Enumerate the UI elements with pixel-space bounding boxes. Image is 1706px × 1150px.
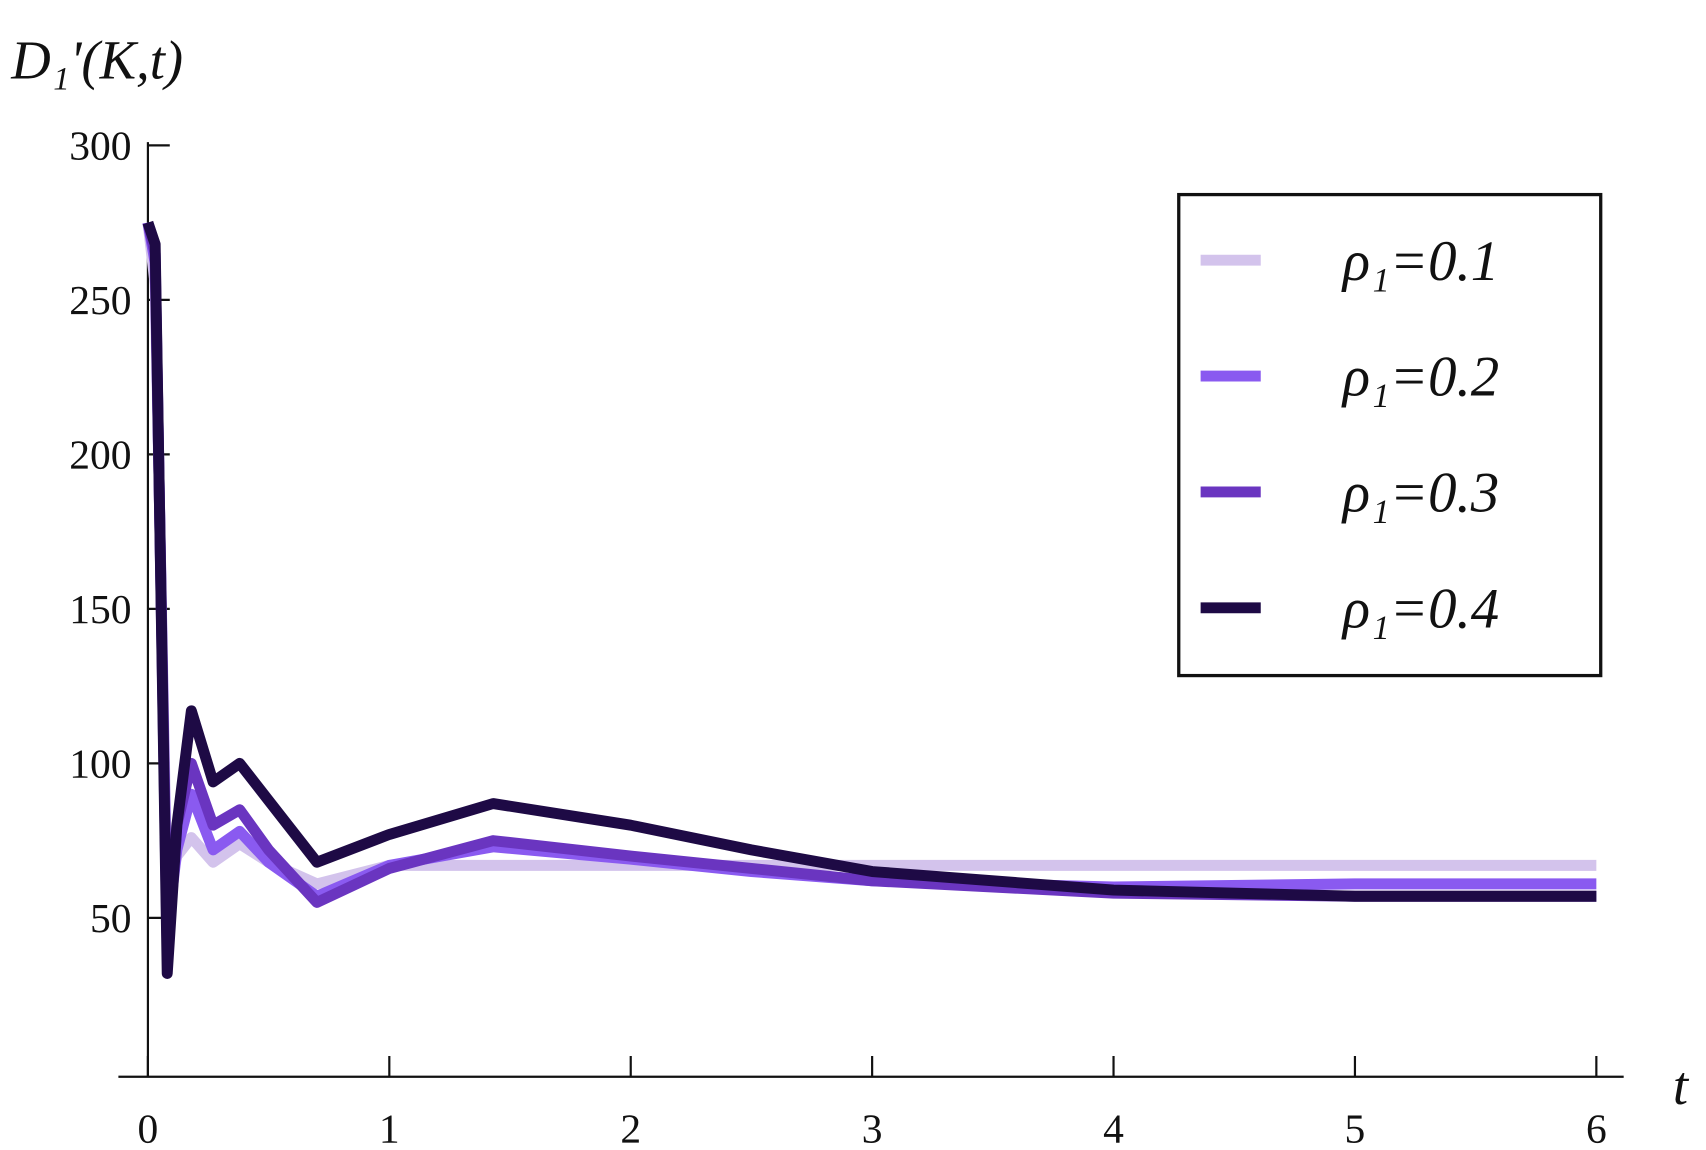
x-tick-label: 3	[862, 1105, 883, 1150]
y-tick-label: 50	[90, 895, 132, 941]
y-tick-label: 100	[69, 741, 131, 787]
y-tick-label: 200	[69, 432, 131, 478]
x-tick-label: 6	[1586, 1105, 1607, 1150]
x-tick-label: 2	[620, 1105, 641, 1150]
y-tick-label: 150	[69, 586, 131, 632]
series-line	[142, 220, 1597, 979]
legend-label: ρ₁=0.1	[1341, 230, 1499, 293]
x-tick-label: 1	[379, 1105, 400, 1150]
y-tick-label: 250	[69, 277, 131, 323]
legend-label: ρ₁=0.4	[1341, 577, 1499, 640]
legend-label: ρ₁=0.3	[1341, 462, 1499, 525]
y-axis-label: D₁'(K,t)	[10, 30, 183, 91]
x-tick-label: 0	[138, 1105, 159, 1150]
x-axis-label: t	[1673, 1055, 1690, 1116]
x-tick-label: 4	[1103, 1105, 1124, 1150]
legend-box	[1177, 192, 1603, 678]
x-tick-label: 5	[1345, 1105, 1366, 1150]
y-tick-label: 300	[69, 123, 131, 169]
legend-label: ρ₁=0.2	[1341, 346, 1499, 409]
